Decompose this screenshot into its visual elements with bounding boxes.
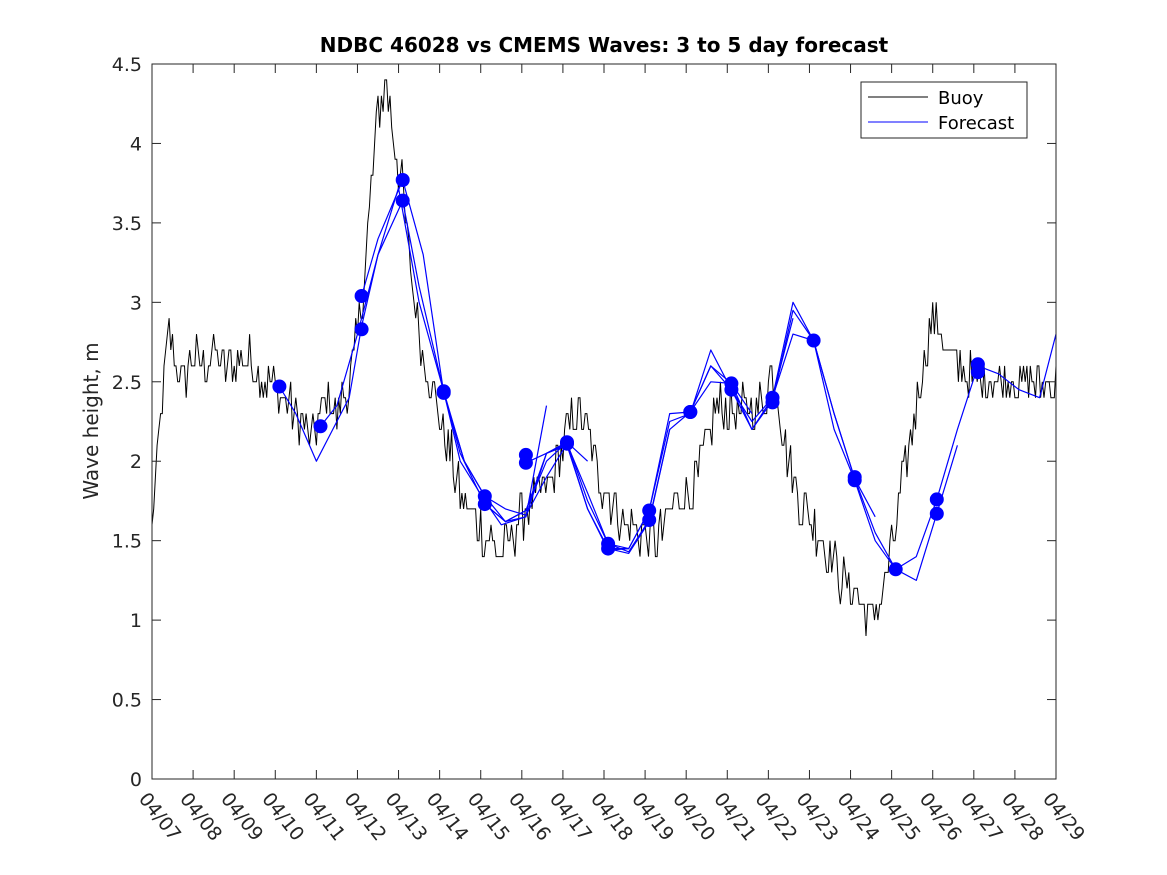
forecast-marker <box>929 492 944 507</box>
legend-box <box>860 81 1028 139</box>
forecast-marker <box>313 419 328 434</box>
plot-area <box>152 64 1056 779</box>
y-tick-label: 1 <box>130 610 142 632</box>
forecast-run-line <box>278 187 548 526</box>
y-tick-label: 0 <box>130 769 142 791</box>
y-axis: 0 0.5 1 1.5 2 2.5 3 3.5 4 4.5 <box>112 54 1056 791</box>
forecast-marker <box>601 541 616 556</box>
forecast-marker <box>395 173 410 187</box>
forecast-run-line <box>771 301 1057 570</box>
buoy-series <box>151 79 1057 637</box>
forecast-run-line <box>525 318 794 553</box>
y-tick-label: 0.5 <box>112 690 142 712</box>
forecast-marker <box>847 473 862 488</box>
y-tick-label: 2 <box>130 451 142 473</box>
forecast-marker <box>477 497 492 512</box>
forecast-marker <box>888 562 903 577</box>
forecast-marker <box>354 322 369 337</box>
forecast-markers <box>272 173 985 577</box>
forecast-marker <box>395 193 410 208</box>
forecast-marker <box>354 289 369 303</box>
y-tick-label: 4 <box>130 133 142 155</box>
forecast-marker <box>272 379 287 394</box>
y-tick-label: 1.5 <box>112 531 142 553</box>
legend-buoy-label: Buoy <box>938 88 984 109</box>
forecast-marker <box>970 365 985 380</box>
y-tick-label: 3 <box>130 292 142 314</box>
forecast-marker <box>518 455 533 470</box>
forecast-marker <box>765 395 780 410</box>
forecast-run-line <box>361 179 629 550</box>
forecast-marker <box>806 333 821 348</box>
y-tick-label: 3.5 <box>112 213 142 235</box>
y-tick-label: 4.5 <box>112 54 142 76</box>
forecast-run-line <box>484 381 753 551</box>
buoy-line <box>151 79 1057 637</box>
forecast-marker <box>724 382 739 397</box>
forecast-marker <box>929 506 944 521</box>
y-axis-label: Wave height, m <box>79 342 103 499</box>
forecast-marker <box>436 385 451 400</box>
chart-title: NDBC 46028 vs CMEMS Waves: 3 to 5 day fo… <box>320 33 889 57</box>
legend-forecast-label: Forecast <box>938 113 1014 134</box>
y-tick-label: 2.5 <box>112 372 142 394</box>
legend: Buoy Forecast <box>860 81 1028 139</box>
forecast-marker <box>642 513 657 527</box>
forecast-marker <box>683 405 698 419</box>
forecast-marker <box>560 436 574 451</box>
